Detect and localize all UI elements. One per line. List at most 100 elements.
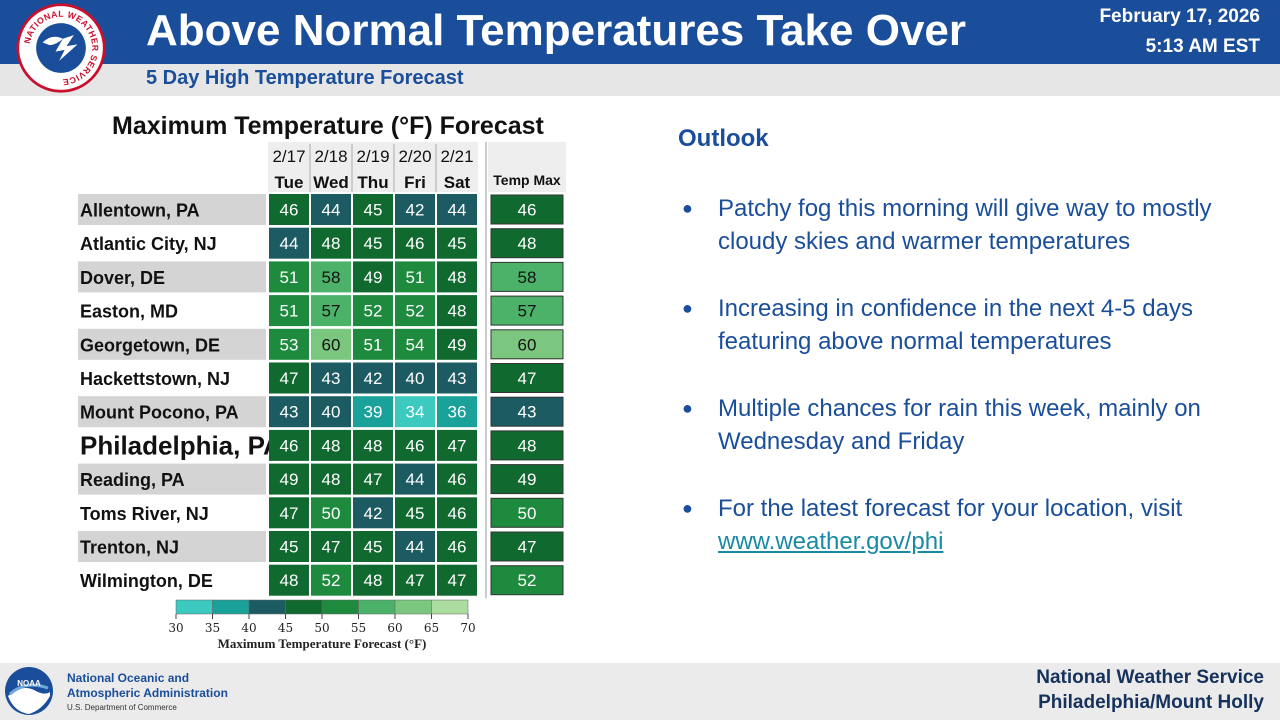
max-temperature-cell: [490, 363, 564, 393]
column-date-label: 2/19: [356, 147, 389, 166]
outlook-list: ● Patchy fog this morning will give way t…: [678, 192, 1258, 592]
header-bar: [0, 0, 1280, 64]
temperature-value: 45: [280, 538, 299, 557]
temperature-cell: [353, 463, 393, 495]
column-day-label: Fri: [404, 173, 426, 192]
temperature-value: 47: [322, 538, 341, 557]
temperature-cell: [311, 564, 351, 596]
noaa-name-line2: Atmospheric Administration: [67, 686, 228, 700]
legend-swatch: [431, 599, 469, 615]
temperature-cell: [353, 497, 393, 529]
temperature-cell: [437, 463, 477, 495]
legend-tick-label: 50: [314, 621, 329, 635]
temperature-cell: [311, 227, 351, 259]
legend-tick-label: 40: [241, 621, 256, 635]
temperature-cell: [353, 295, 393, 327]
column-day-label: Wed: [313, 173, 349, 192]
column-date-label: 2/21: [440, 147, 473, 166]
temperature-cell: [311, 396, 351, 428]
location-label: Mount Pocono, PA: [80, 403, 239, 423]
max-temperature-cell: [490, 464, 564, 495]
temperature-value: 49: [364, 268, 383, 287]
location-label-bg: [78, 429, 266, 461]
outlook-heading: Outlook: [678, 125, 769, 152]
temperature-value: 43: [322, 369, 341, 388]
max-temperature-value: 46: [518, 201, 537, 220]
temperature-value: 49: [280, 470, 299, 489]
max-temperature-cell: [490, 430, 564, 461]
temperature-value: 60: [322, 335, 341, 354]
temperature-value: 40: [406, 369, 425, 388]
temperature-cell: [269, 429, 309, 461]
bullet-text: Patchy fog this morning will give way to…: [718, 195, 1212, 255]
office-location: Philadelphia/Mount Holly: [1038, 692, 1264, 713]
outlook-bullet: ● Increasing in confidence in the next 4-…: [678, 292, 1258, 358]
temperature-value: 34: [406, 403, 425, 422]
temperature-value: 45: [364, 538, 383, 557]
temperature-cell: [269, 531, 309, 562]
max-temperature-cell: [490, 565, 564, 596]
temperature-value: 40: [322, 403, 341, 422]
temperature-value: 47: [448, 571, 467, 590]
temperature-value: 45: [364, 201, 383, 220]
legend-swatch: [394, 599, 432, 615]
column-date-label: 2/17: [272, 147, 305, 166]
temperature-cell: [395, 463, 435, 495]
bullet-text: Increasing in confidence in the next 4-5…: [718, 295, 1193, 355]
temperature-cell: [437, 429, 477, 461]
max-temperature-cell: [490, 295, 564, 326]
column-day-label: Sat: [444, 173, 471, 192]
temperature-value: 49: [448, 335, 467, 354]
temperature-cell: [311, 362, 351, 394]
legend-tick-label: 30: [168, 621, 183, 635]
bullet-text: Multiple chances for rain this week, mai…: [718, 395, 1201, 455]
temperature-cell: [395, 227, 435, 259]
temperature-value: 46: [406, 234, 425, 253]
bullet-icon: ●: [682, 198, 693, 218]
bullet-icon: ●: [682, 498, 693, 518]
max-temperature-value: 48: [518, 234, 537, 253]
temperature-cell: [353, 429, 393, 461]
noaa-department: U.S. Department of Commerce: [67, 703, 177, 712]
footer-bar: [0, 663, 1280, 720]
max-header-bg: [488, 142, 566, 192]
temperature-cell: [311, 429, 351, 461]
temperature-value: 52: [406, 302, 425, 321]
legend-tick-label: 70: [460, 621, 475, 635]
noaa-logo: NOAA: [5, 667, 53, 715]
max-temperature-value: 50: [518, 504, 537, 523]
office-name: National Weather Service: [1036, 667, 1264, 688]
temperature-value: 47: [280, 369, 299, 388]
temperature-value: 48: [448, 302, 467, 321]
legend-tick-label: 55: [351, 621, 366, 635]
location-label: Hackettstown, NJ: [80, 369, 230, 389]
page-subtitle: 5 Day High Temperature Forecast: [146, 67, 464, 89]
location-label: Trenton, NJ: [80, 538, 179, 558]
temperature-value: 52: [364, 302, 383, 321]
location-label-bg: [78, 194, 266, 225]
temperature-value: 48: [322, 470, 341, 489]
temperature-value: 47: [406, 571, 425, 590]
temperature-cell: [395, 261, 435, 293]
legend-tick-label: 60: [387, 621, 402, 635]
temperature-value: 44: [406, 470, 425, 489]
temperature-cell: [353, 531, 393, 562]
temperature-cell: [269, 194, 309, 225]
temperature-value: 51: [280, 268, 299, 287]
max-temperature-cell: [490, 228, 564, 259]
temperature-cell: [353, 362, 393, 394]
max-temperature-cell: [490, 396, 564, 427]
temperature-cell: [395, 396, 435, 428]
noaa-logo-text: NOAA: [17, 679, 41, 688]
location-label: Atlantic City, NJ: [80, 234, 217, 254]
location-label: Philadelphia, PA: [80, 430, 282, 460]
temperature-value: 48: [280, 571, 299, 590]
legend-swatch: [248, 599, 286, 615]
max-temperature-value: 49: [518, 470, 537, 489]
legend-swatch: [285, 599, 323, 615]
temperature-cell: [353, 261, 393, 293]
temperature-value: 48: [364, 571, 383, 590]
forecast-link[interactable]: www.weather.gov/phi: [718, 528, 944, 555]
temperature-cell: [269, 463, 309, 495]
temperature-cell: [395, 328, 435, 360]
